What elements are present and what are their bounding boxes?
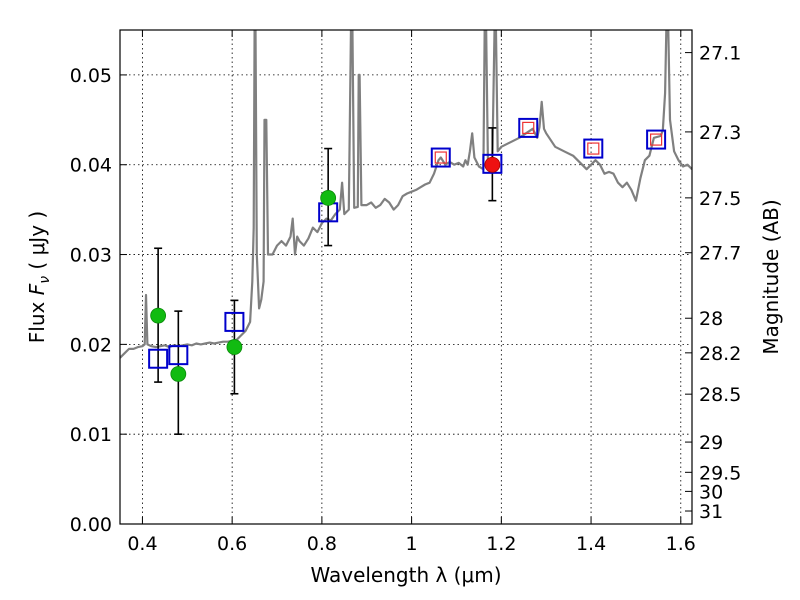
model-photometry-box bbox=[168, 345, 189, 366]
y2-tick-label: 27.3 bbox=[699, 122, 741, 144]
x-tick-label: 1.4 bbox=[576, 533, 606, 555]
observed-photometry-layer bbox=[150, 156, 501, 382]
x-ticks: 0.4 0.6 0.8 1 1.2 1.4 1.6 bbox=[127, 30, 696, 555]
y-tick-label: 0.02 bbox=[70, 334, 112, 356]
y2-tick-label: 27.1 bbox=[699, 43, 741, 65]
model-photometry-box bbox=[482, 153, 503, 174]
y-axis-label-sub: ν bbox=[37, 276, 53, 284]
model-photometry-box bbox=[430, 147, 451, 168]
x-axis-label: Wavelength λ (μm) bbox=[310, 563, 501, 587]
y2-tick-label: 30 bbox=[699, 481, 723, 503]
y-axis-label-var: F bbox=[25, 283, 49, 295]
y-axis-label: Flux Fν ( μJy ) bbox=[25, 211, 53, 343]
y2-tick-label: 29.5 bbox=[699, 462, 741, 484]
observed-photometry-point bbox=[320, 190, 337, 206]
model-photometry-box bbox=[518, 117, 539, 138]
x-tick-label: 0.8 bbox=[307, 533, 337, 555]
model-photometry-box-inner bbox=[434, 151, 447, 164]
observed-photometry-point bbox=[484, 156, 501, 173]
model-photometry-box-inner bbox=[587, 142, 600, 155]
x-tick-label: 0.4 bbox=[127, 533, 157, 555]
y2-tick-label: 27.7 bbox=[699, 243, 741, 265]
model-photometry-box-inner bbox=[522, 121, 535, 135]
y-tick-label: 0.01 bbox=[70, 424, 112, 446]
observed-photometry-point bbox=[226, 339, 243, 355]
y2-tick-label: 28.5 bbox=[699, 384, 741, 406]
plot-frame bbox=[119, 29, 693, 525]
model-photometry-box bbox=[224, 311, 245, 332]
model-photometry-box bbox=[583, 138, 604, 159]
observed-photometry-point bbox=[170, 366, 187, 382]
y2-tick-label: 31 bbox=[699, 501, 723, 523]
model-photometry-layer bbox=[148, 117, 667, 369]
y-ticks: 0.00 0.01 0.02 0.03 0.04 0.05 bbox=[70, 65, 127, 536]
y-tick-label: 0.03 bbox=[70, 245, 112, 267]
grid-layer bbox=[120, 30, 692, 525]
y-tick-label: 0.00 bbox=[70, 514, 112, 536]
x-tick-label: 1.6 bbox=[666, 533, 696, 555]
y2-tick-label: 28 bbox=[699, 308, 723, 330]
y-axis-label-prefix: Flux bbox=[25, 295, 49, 343]
model-photometry-box bbox=[148, 348, 169, 369]
x-tick-label: 0.6 bbox=[217, 533, 247, 555]
y2-axis-label: Magnitude (AB) bbox=[759, 199, 783, 354]
y-tick-label: 0.05 bbox=[70, 65, 112, 87]
y-tick-label: 0.04 bbox=[70, 155, 112, 177]
y2-tick-label: 28.2 bbox=[699, 343, 741, 365]
model-photometry-box bbox=[646, 129, 667, 150]
model-photometry-box-inner bbox=[650, 133, 663, 146]
model-spectrum-layer bbox=[120, 30, 692, 359]
x-tick-label: 1 bbox=[406, 533, 418, 555]
y2-tick-label: 27.5 bbox=[699, 188, 741, 210]
observed-photometry-point bbox=[150, 307, 167, 324]
model-spectrum-line bbox=[120, 30, 692, 359]
error-bars-layer bbox=[154, 127, 497, 435]
y2-tick-label: 29 bbox=[699, 432, 723, 454]
x-tick-label: 1.2 bbox=[486, 533, 516, 555]
y-axis-label-suffix: ( μJy ) bbox=[25, 211, 49, 276]
